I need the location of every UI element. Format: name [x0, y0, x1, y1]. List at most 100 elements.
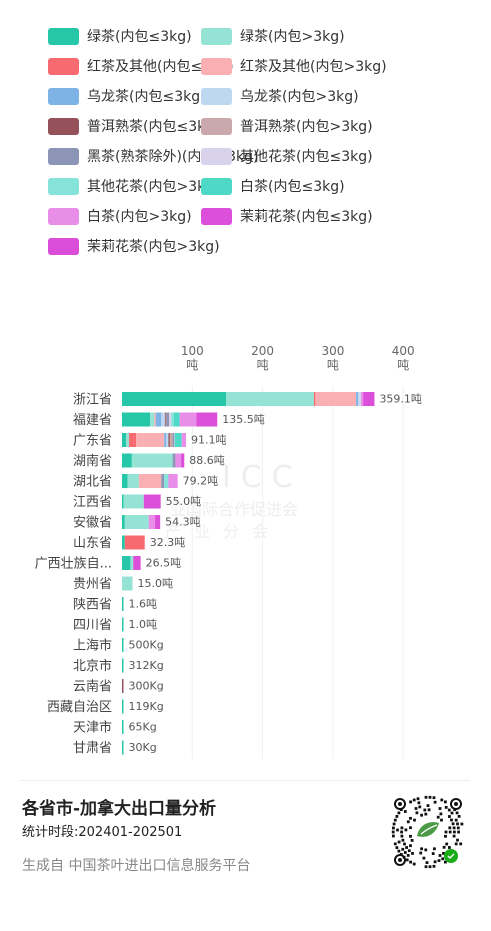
- legend-swatch: [48, 147, 79, 165]
- bar-segment: [181, 433, 187, 447]
- bar-segment: [122, 392, 227, 406]
- bar-segment: [226, 392, 314, 406]
- value-label: 26.5吨: [146, 557, 182, 570]
- bar-segment: [131, 453, 173, 468]
- qr-code-icon[interactable]: [388, 792, 468, 872]
- legend-item[interactable]: 其他花茶(内包≤3kg): [201, 145, 373, 167]
- value-label: 55.0吨: [166, 495, 202, 508]
- bar-segment: [126, 433, 130, 447]
- legend-item[interactable]: 普洱熟茶(内包≤3kg): [48, 115, 220, 137]
- bar-segment: [169, 412, 172, 427]
- province-label: 湖北省: [73, 475, 112, 490]
- legend-label: 白茶(内包>3kg): [87, 209, 192, 225]
- watermark-text: 产 业 分 会: [165, 522, 272, 541]
- bar-segment: [174, 412, 180, 427]
- footer-source: 生成自 中国茶叶进出口信息服务平台: [22, 858, 251, 874]
- bar-segment: [122, 474, 128, 488]
- legend-swatch: [201, 57, 232, 75]
- legend-swatch: [48, 57, 79, 75]
- legend-label: 红茶及其他(内包>3kg): [240, 59, 387, 75]
- bar-segment: [168, 433, 170, 447]
- legend-item[interactable]: 绿茶(内包≤3kg): [48, 25, 192, 47]
- legend-item[interactable]: 红茶及其他(内包≤3kg): [48, 55, 234, 77]
- bar-segment: [150, 412, 155, 427]
- province-label: 湖南省: [73, 453, 112, 469]
- x-tick-unit: 吨: [397, 358, 409, 372]
- province-label: 福建省: [73, 413, 112, 428]
- legend-swatch: [48, 207, 79, 225]
- bar-segment: [123, 494, 144, 509]
- value-label: 135.5吨: [222, 413, 265, 426]
- value-label: 65Kg: [129, 721, 157, 734]
- footer-period: 统计时段:202401-202501: [22, 825, 183, 840]
- bar-segment: [164, 474, 169, 488]
- value-label: 300Kg: [129, 680, 164, 693]
- x-tick-label: 400: [392, 344, 415, 358]
- bar-segment: [122, 535, 125, 550]
- bar-segment: [122, 494, 124, 509]
- legend-label: 其他花茶(内包>3kg): [87, 179, 220, 195]
- x-tick-label: 100: [181, 344, 204, 358]
- legend-label: 茉莉花茶(内包≤3kg): [240, 209, 373, 225]
- bar-segment: [129, 433, 137, 447]
- legend-swatch: [201, 87, 232, 105]
- legend-swatch: [48, 27, 79, 45]
- legend-item[interactable]: 白茶(内包>3kg): [48, 205, 192, 227]
- value-label: 312Kg: [129, 659, 164, 672]
- legend-item[interactable]: 其他花茶(内包>3kg): [48, 175, 220, 197]
- legend-item[interactable]: 白茶(内包≤3kg): [201, 175, 345, 197]
- legend-label: 乌龙茶(内包>3kg): [240, 89, 359, 105]
- legend-label: 绿茶(内包>3kg): [240, 29, 345, 45]
- legend-item[interactable]: 红茶及其他(内包>3kg): [201, 55, 387, 77]
- x-tick-label: 300: [321, 344, 344, 358]
- watermark-text: ICC: [222, 460, 303, 495]
- bar-segment: [164, 433, 167, 447]
- legend-item[interactable]: 乌龙茶(内包>3kg): [201, 85, 359, 107]
- legend-item[interactable]: 普洱熟茶(内包>3kg): [201, 115, 373, 137]
- legend-swatch: [201, 27, 232, 45]
- legend-label: 红茶及其他(内包≤3kg): [87, 59, 234, 75]
- province-label: 西藏自治区: [47, 700, 112, 715]
- bar-segment: [124, 515, 149, 529]
- bar-segment: [356, 392, 359, 406]
- bar-segment: [166, 433, 169, 447]
- bar-segment: [122, 576, 133, 591]
- legend-item[interactable]: 乌龙茶(内包≤3kg): [48, 85, 206, 107]
- bar-segment: [154, 412, 156, 427]
- bar-segment: [122, 638, 124, 652]
- legend-item[interactable]: 茉莉花茶(内包≤3kg): [201, 205, 373, 227]
- x-tick-unit: 吨: [186, 358, 198, 372]
- bar-segment: [169, 433, 173, 447]
- legend-item[interactable]: 绿茶(内包>3kg): [201, 25, 345, 47]
- bar-segment: [313, 392, 316, 406]
- province-label: 北京市: [73, 658, 112, 674]
- legend-swatch: [201, 177, 232, 195]
- bar-segment: [172, 433, 175, 447]
- value-label: 54.3吨: [165, 516, 201, 529]
- value-label: 15.0吨: [138, 577, 174, 590]
- value-label: 88.6吨: [189, 454, 225, 467]
- legend-label: 其他花茶(内包≤3kg): [240, 149, 373, 165]
- legend-swatch: [201, 147, 232, 165]
- bar-segment: [315, 392, 357, 406]
- legend-swatch: [201, 207, 232, 225]
- bar-segment: [122, 556, 131, 570]
- legend-swatch: [201, 117, 232, 135]
- bar-segment: [138, 474, 162, 488]
- bar-segment: [122, 412, 151, 427]
- x-tick-unit: 吨: [327, 358, 339, 372]
- bar-segment: [122, 453, 132, 468]
- footer-divider: [20, 780, 470, 781]
- x-tick-unit: 吨: [257, 358, 269, 372]
- province-label: 广东省: [73, 434, 112, 449]
- legend-item[interactable]: 茉莉花茶(内包>3kg): [48, 235, 220, 257]
- province-label: 广西壮族自...: [35, 556, 112, 572]
- bar-segment: [122, 658, 124, 673]
- province-label: 江西省: [73, 495, 112, 510]
- legend-label: 乌龙茶(内包≤3kg): [87, 89, 206, 105]
- bar-segment: [161, 412, 165, 427]
- bar-segment: [122, 720, 124, 734]
- province-label: 四川省: [73, 618, 112, 633]
- bar-segment: [136, 433, 165, 447]
